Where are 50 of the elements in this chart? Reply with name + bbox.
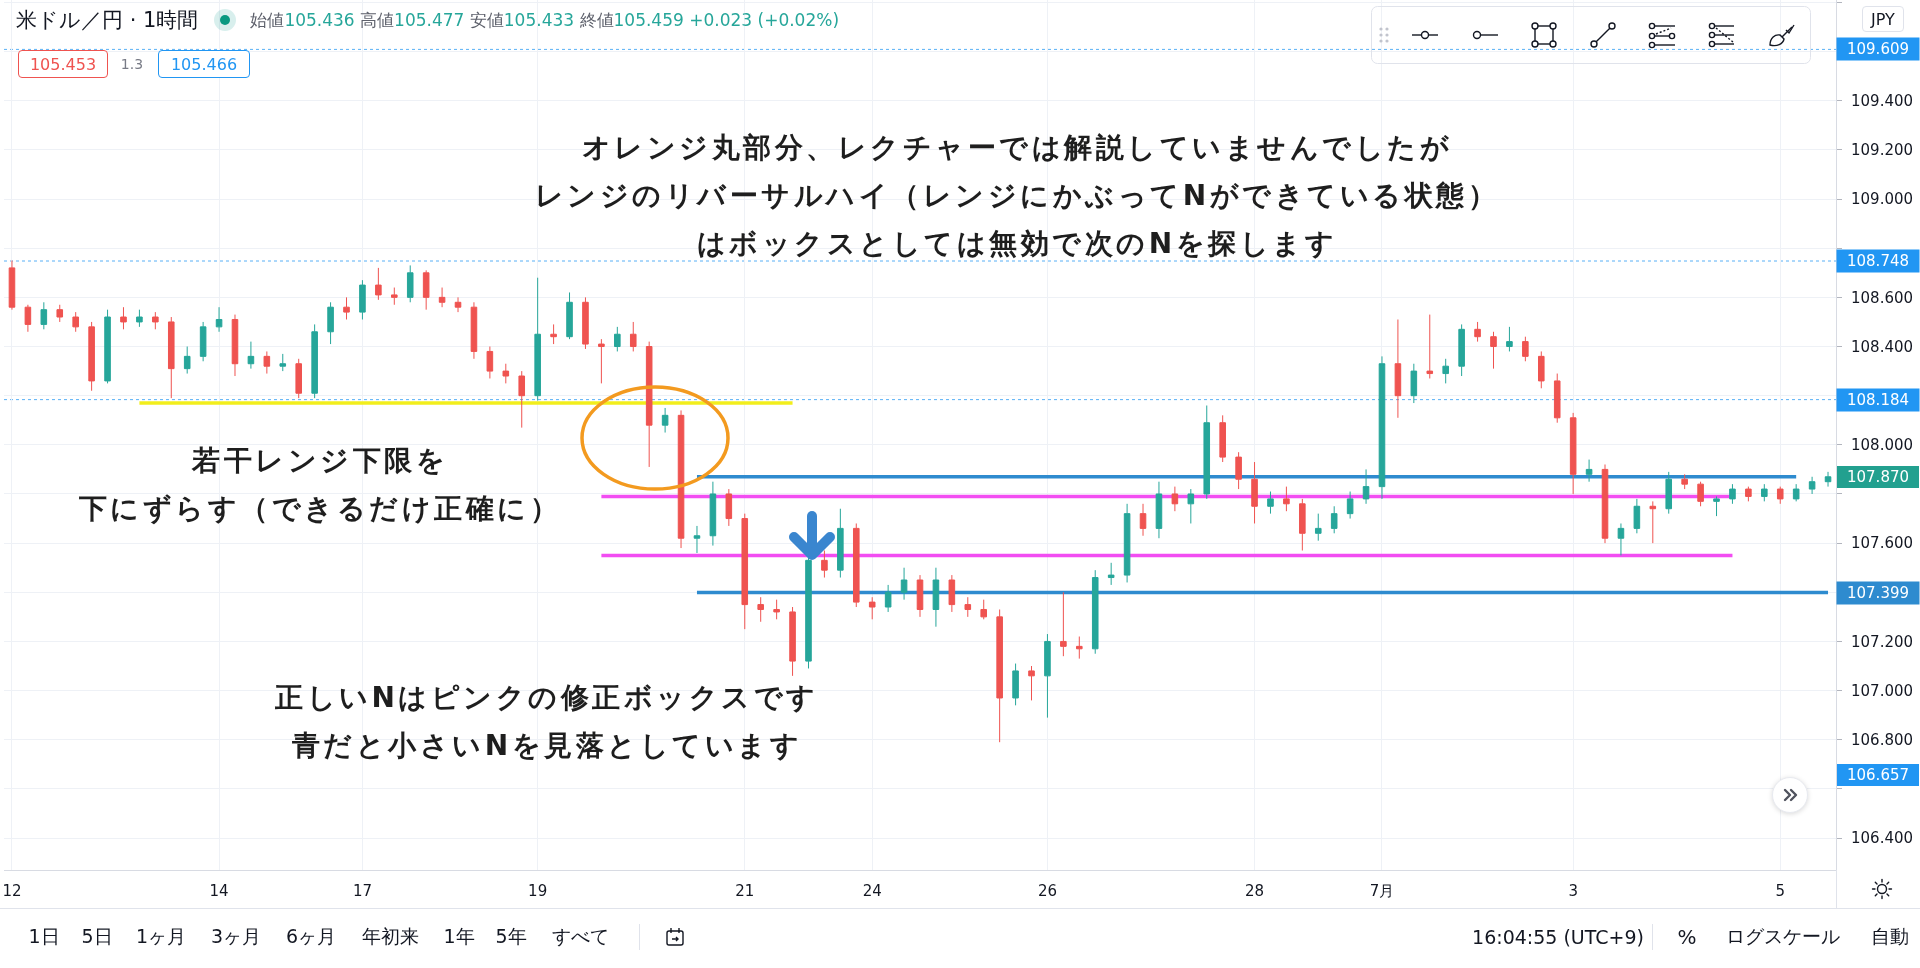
text: 5年 bbox=[495, 924, 527, 949]
text: 自動 bbox=[1871, 924, 1909, 949]
text: 3ヶ月 bbox=[210, 924, 262, 949]
text: 1ヶ月 bbox=[135, 924, 187, 949]
ref-line-label: 109.609 bbox=[1846, 40, 1910, 58]
text: 106.657 bbox=[1837, 764, 1919, 786]
data-label: 107.399 bbox=[1846, 584, 1910, 602]
ref-line-label: 108.748 bbox=[1846, 252, 1910, 270]
text: 1年 bbox=[443, 924, 475, 949]
text: 始値105.436 高値105.477 安値105.433 終値105.459 +0.023 (+0.02%) bbox=[250, 8, 840, 32]
text: 年初来 bbox=[361, 924, 419, 949]
y-tick-label: 106.400 bbox=[1851, 829, 1914, 848]
y-tick-label: 108.400 bbox=[1851, 337, 1914, 356]
text: すべて bbox=[551, 924, 609, 949]
y-tick-label: 109.000 bbox=[1851, 190, 1914, 209]
currency-button: JPY bbox=[1862, 6, 1904, 32]
text: 16:04:55 (UTC+9) bbox=[1472, 926, 1644, 948]
x-tick-label: 14 bbox=[209, 882, 229, 900]
y-tick-label: 109.400 bbox=[1851, 92, 1914, 111]
annotation: 正しいNはピンクの修正ボックスです青だと小さいNを見落としています bbox=[275, 680, 819, 764]
ref-line-label: 108.184 bbox=[1846, 391, 1910, 409]
text: 107.870 bbox=[1837, 466, 1919, 488]
y-tick-label: 108.600 bbox=[1851, 288, 1914, 307]
chart-title: 米ドル／円 · 1時間 bbox=[16, 7, 199, 34]
price-button: 105.453 bbox=[18, 50, 108, 78]
x-tick-label: 19 bbox=[528, 882, 548, 900]
x-tick-label: 5 bbox=[1775, 882, 1786, 900]
text: % bbox=[1677, 925, 1697, 949]
annotation: オレンジ丸部分、レクチャーでは解説していませんでしたがレンジのリバーサルハイ（レンジにかぶってNができている状態）はボックスとしては無効で次のNを探します bbox=[534, 130, 1500, 262]
x-tick-label: 7月 bbox=[1369, 882, 1395, 900]
y-tick-label: 109.200 bbox=[1851, 141, 1914, 160]
text: 5日 bbox=[81, 924, 113, 949]
y-tick-label: 107.000 bbox=[1851, 681, 1914, 700]
y-tick-label: 106.800 bbox=[1851, 731, 1914, 749]
y-tick-label: 108.000 bbox=[1851, 436, 1914, 455]
y-tick-label: 107.200 bbox=[1851, 632, 1914, 651]
x-tick-label: 26 bbox=[1037, 882, 1057, 900]
x-tick-label: 12 bbox=[2, 882, 22, 900]
text: 6ヶ月 bbox=[285, 924, 337, 949]
annotation: 若干レンジ下限を下にずらす（できるだけ正確に） bbox=[78, 443, 562, 527]
y-tick-label: 107.600 bbox=[1851, 534, 1914, 553]
annotation: 1.3 bbox=[120, 56, 144, 72]
text: ログスケール bbox=[1726, 924, 1840, 949]
x-tick-label: 28 bbox=[1244, 882, 1265, 900]
text: 1日 bbox=[28, 924, 60, 949]
x-tick-label: 3 bbox=[1568, 882, 1578, 900]
price-button: 105.466 bbox=[158, 50, 250, 78]
x-tick-label: 17 bbox=[352, 882, 372, 900]
x-tick-label: 21 bbox=[735, 882, 755, 900]
x-tick-label: 24 bbox=[862, 882, 882, 900]
